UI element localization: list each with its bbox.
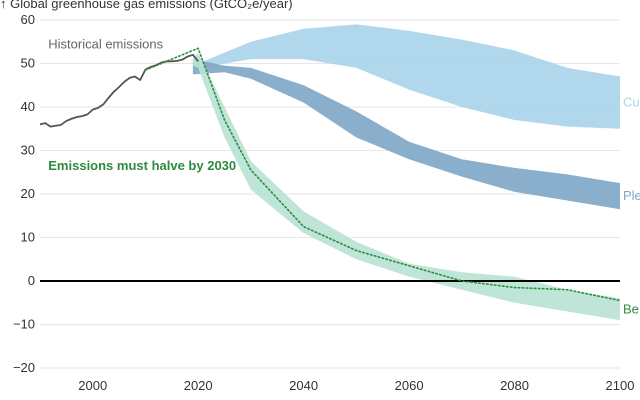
halve-by-2030-label: Emissions must halve by 2030 (48, 158, 236, 173)
y-tick-40: 40 (21, 99, 35, 114)
annotations: Historical emissions Emissions must halve… (48, 36, 236, 173)
series-label-cu: Cu (623, 95, 640, 110)
median-pathway-line (144, 47, 621, 302)
x-tick-2100: 2100 (606, 378, 635, 393)
historical-emissions-line (39, 53, 199, 128)
y-tick-60: 60 (21, 12, 35, 27)
y-tick-30: 30 (21, 143, 35, 158)
emission-lines (39, 47, 621, 302)
x-tick-2060: 2060 (395, 378, 424, 393)
x-tick-2020: 2020 (184, 378, 213, 393)
x-tick-2080: 2080 (500, 378, 529, 393)
band-cu (198, 24, 620, 129)
y-axis-title: ↑ Global greenhouse gas emissions (GtCO₂… (0, 0, 293, 11)
band-be (192, 52, 620, 321)
y-tick-20: 20 (21, 186, 35, 201)
series-labels: Cu Ple Be (623, 95, 640, 317)
series-label-be: Be (623, 301, 639, 316)
x-tick-2040: 2040 (289, 378, 318, 393)
axis-ticks: −20 −10 0 10 20 30 40 50 60 2000 2020 2040 2060 2080 2… (13, 12, 635, 393)
y-tick--10: −10 (13, 317, 35, 332)
band-ple (192, 59, 620, 210)
historical-emissions-label: Historical emissions (48, 36, 163, 51)
y-tick-50: 50 (21, 56, 35, 71)
y-tick-10: 10 (21, 230, 35, 245)
scenario-bands (192, 24, 620, 321)
x-tick-2000: 2000 (78, 378, 107, 393)
series-label-ple: Ple (623, 188, 640, 203)
y-tick--20: −20 (13, 360, 35, 375)
y-tick-0: 0 (28, 273, 35, 288)
